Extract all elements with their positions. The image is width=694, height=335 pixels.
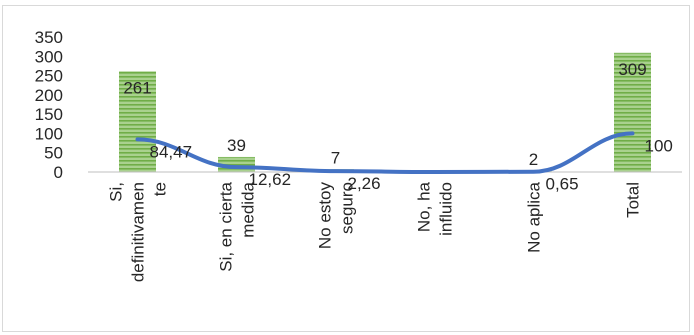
- y-tick-label: 350: [35, 28, 63, 47]
- line-series: [135, 131, 635, 174]
- y-tick-label: 300: [35, 47, 63, 66]
- y-tick-label: 50: [44, 144, 63, 163]
- category-label-line: No aplica: [525, 181, 544, 252]
- y-tick-label: 150: [35, 105, 63, 124]
- line-path: [135, 131, 635, 174]
- line-value-label: 2,26: [348, 174, 381, 193]
- category-label-line: No estoy: [316, 182, 335, 250]
- category-label-line: No, ha: [415, 181, 434, 232]
- y-tick-label: 100: [35, 124, 63, 143]
- bar-value-label: 39: [227, 136, 246, 155]
- y-tick-label: 200: [35, 86, 63, 105]
- category-label: Si, definitivamen te: [107, 182, 170, 282]
- chart-frame: [2, 5, 690, 332]
- line-value-label: 0,65: [546, 175, 579, 194]
- bar: [614, 52, 651, 172]
- category-label-line: Si, en cierta: [217, 181, 236, 271]
- bar-value-label: 309: [618, 60, 646, 79]
- line-value-label: 12,62: [249, 170, 292, 189]
- category-label-line: influido: [437, 182, 456, 236]
- category-label-line: Total: [624, 182, 643, 218]
- bar-series: [119, 52, 651, 172]
- category-label: Total: [624, 182, 643, 218]
- category-label-line: te: [151, 182, 170, 196]
- y-tick-label: 250: [35, 67, 63, 86]
- x-axis-labels: Si, definitivamen te Si, en cierta medida No …: [107, 181, 643, 282]
- line-value-label: 84,47: [150, 142, 193, 161]
- category-label-line: Si,: [107, 182, 126, 202]
- y-tick-label: 0: [54, 163, 63, 182]
- category-label-line: seguro: [338, 182, 357, 234]
- data-labels: 261 39 7 2 309 84,47 12,62 2,26 0,65 100: [123, 60, 673, 194]
- category-label-line: definitivamen: [129, 182, 148, 282]
- category-label: Si, en cierta medida: [217, 181, 258, 271]
- bar-value-label: 2: [529, 150, 538, 169]
- category-label-line: medida: [239, 181, 258, 237]
- bar-value-label: 261: [123, 78, 151, 97]
- bar: [119, 71, 156, 172]
- line-value-label: 100: [645, 136, 673, 155]
- bar-value-label: 7: [331, 148, 340, 167]
- category-label: No estoy seguro: [316, 182, 357, 250]
- category-label: No, ha influido: [415, 181, 456, 235]
- category-label: No aplica: [525, 181, 544, 252]
